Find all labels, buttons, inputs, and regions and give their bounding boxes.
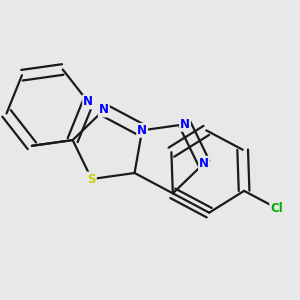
Text: Cl: Cl xyxy=(270,202,283,215)
Text: N: N xyxy=(83,95,93,108)
Text: N: N xyxy=(180,118,190,131)
Text: N: N xyxy=(199,157,209,170)
Text: S: S xyxy=(87,172,96,185)
Text: N: N xyxy=(99,103,109,116)
Text: N: N xyxy=(137,124,147,137)
